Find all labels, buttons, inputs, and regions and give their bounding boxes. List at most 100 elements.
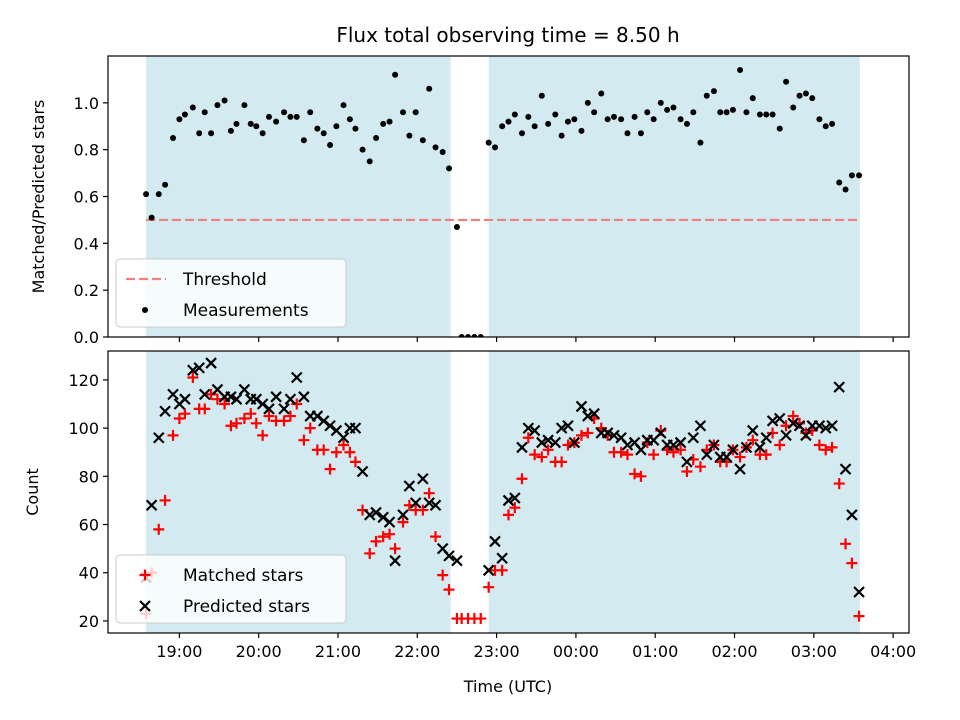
predicted-star-point [813, 419, 826, 432]
matched-star-point [840, 538, 852, 550]
measurement-point [829, 120, 836, 127]
matched-star-point [694, 461, 706, 473]
matched-star-point [384, 528, 396, 540]
measurement-point [624, 130, 631, 137]
measurement-point [836, 179, 843, 186]
y-tick-label: 40 [79, 564, 99, 583]
measurement-point [196, 130, 203, 137]
matched-star-point [635, 470, 647, 482]
matched-star-point [529, 449, 541, 461]
y-tick-label: 60 [79, 516, 99, 535]
measurement-point [412, 109, 419, 116]
measurement-point [373, 134, 380, 141]
measurement-point [610, 113, 617, 120]
predicted-star-point [754, 441, 766, 454]
predicted-star-point [740, 441, 753, 454]
measurement-point [333, 123, 340, 130]
measurement-point [690, 109, 697, 116]
matched-star-point [153, 523, 165, 535]
matched-star-point [397, 516, 409, 528]
measurement-point [756, 111, 763, 118]
predicted-star-point [549, 436, 562, 449]
measurement-point [664, 106, 671, 113]
measurement-point [143, 191, 150, 198]
axes-frame [107, 350, 910, 634]
measurement-point [578, 127, 585, 134]
matched-star-point [238, 412, 250, 424]
x-tick-label: 22:00 [394, 642, 440, 661]
measurement-point [201, 109, 208, 116]
measurement-point [729, 106, 736, 113]
measurement-point [227, 127, 234, 134]
measurement-point [446, 165, 453, 172]
predicted-star-point [193, 362, 205, 374]
measurement-point [477, 334, 484, 337]
predicted-star-point [363, 509, 376, 521]
measurement-point [453, 223, 460, 230]
matched-star-point [159, 494, 171, 506]
series-predicted-stars [140, 357, 865, 598]
matched-star-point [344, 446, 356, 458]
y-tick-label: 1.0 [74, 94, 99, 113]
predicted-star-point [290, 371, 303, 384]
predicted-star-point [601, 427, 614, 439]
y-tick-label: 0.4 [74, 234, 99, 253]
matched-star-point [582, 427, 594, 439]
matched-star-point [443, 584, 455, 596]
matched-star-point [257, 429, 269, 441]
measurement-point [214, 102, 221, 109]
measurement-point [259, 130, 266, 137]
predicted-star-point [654, 427, 667, 439]
measurement-point [320, 130, 327, 137]
predicted-star-point [356, 465, 369, 478]
predicted-star-point [337, 431, 350, 444]
measurement-point [293, 113, 300, 120]
matched-star-point [377, 531, 389, 543]
matched-star-point [503, 509, 514, 521]
measurement-point [677, 116, 684, 123]
y-tick-label: 0.8 [74, 141, 99, 160]
matched-star-point [423, 487, 435, 499]
measurement-point [314, 125, 321, 132]
measurement-point [703, 92, 710, 99]
predicted-star-point [205, 357, 217, 369]
measurement-point [552, 111, 559, 118]
predicted-star-point [152, 431, 165, 444]
x-tick-label: 02:00 [711, 642, 757, 661]
y-tick-label: 0.6 [74, 188, 99, 207]
predicted-star-point [760, 431, 773, 444]
matched-star-point [324, 463, 336, 475]
legend-measurement-swatch [142, 307, 148, 313]
measurement-point [511, 111, 518, 118]
legend-label: Matched stars [183, 566, 303, 586]
measurement-point [327, 141, 334, 148]
measurement-point [763, 111, 770, 118]
matched-star-point [437, 569, 449, 581]
predicted-star-point [145, 499, 158, 512]
series-measurements [143, 67, 863, 337]
matched-star-point [813, 439, 825, 451]
measurement-point [471, 334, 478, 337]
measurement-point [505, 118, 512, 125]
predicted-star-point [575, 400, 588, 413]
x-tick-label: 03:00 [791, 642, 837, 661]
predicted-star-point [727, 444, 739, 456]
matched-star-point [629, 468, 641, 480]
x-tick-label: 19:00 [156, 642, 202, 661]
predicted-star-point [694, 419, 707, 432]
matched-star-point [496, 564, 508, 576]
measurement-point [637, 130, 644, 137]
predicted-star-point [621, 439, 634, 451]
measurement-point [518, 130, 525, 137]
predicted-star-point [509, 492, 521, 504]
measurement-point [743, 109, 750, 116]
plot-area [140, 351, 865, 633]
predicted-star-point [389, 554, 401, 567]
measurement-point [233, 120, 240, 127]
matched-star-point [318, 444, 330, 456]
measurement-point [848, 172, 855, 179]
measurement-point [181, 111, 188, 118]
measurement-point [723, 109, 730, 116]
predicted-star-point [839, 463, 852, 475]
observing-window-2 [488, 351, 860, 633]
